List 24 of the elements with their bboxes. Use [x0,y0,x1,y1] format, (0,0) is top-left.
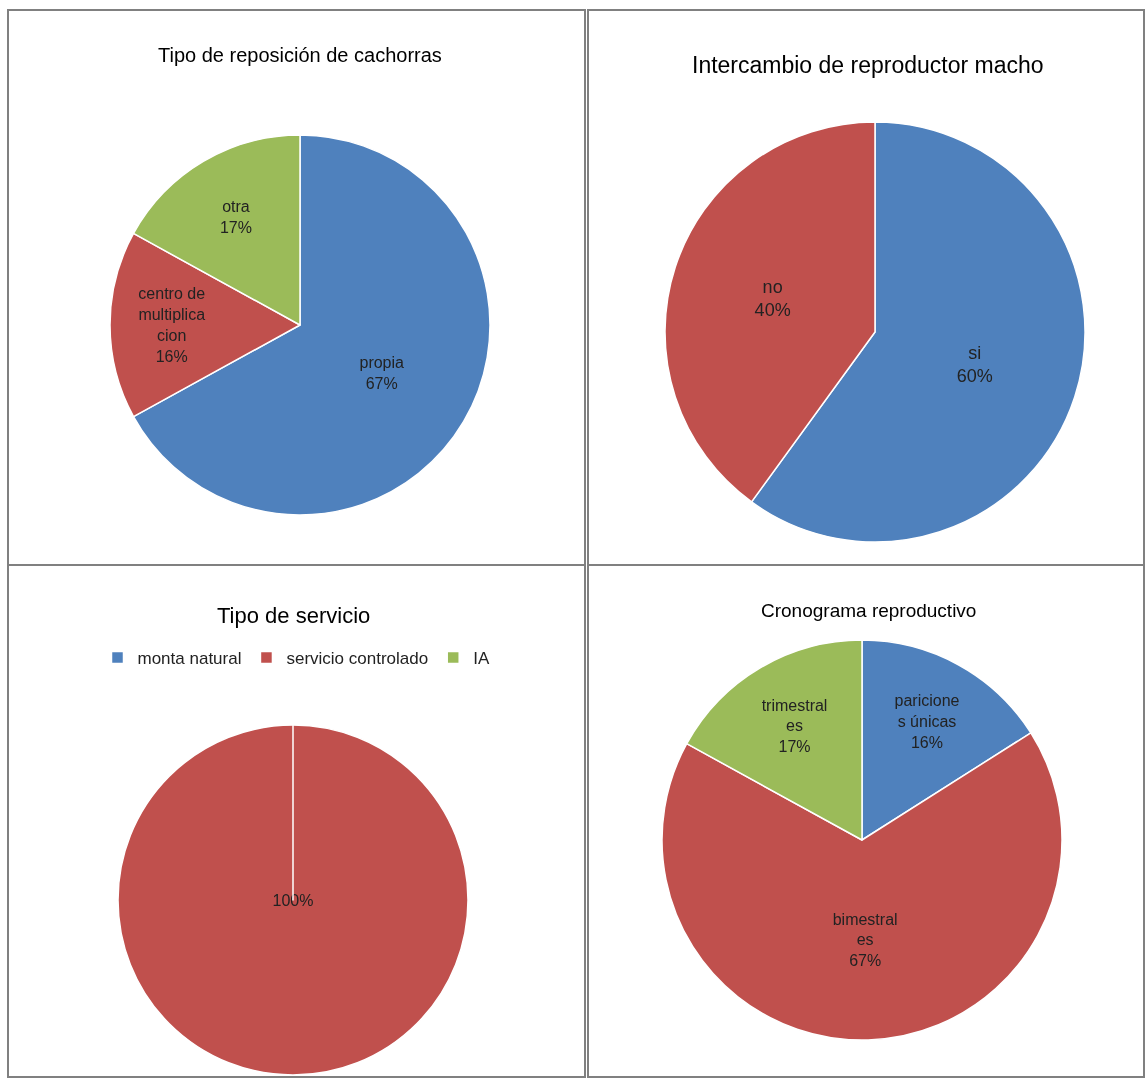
data-label: 17% [778,738,811,756]
legend-label: IA [473,649,490,669]
slice-label: centro de multiplica cion [138,285,206,344]
slice-label: si [968,342,982,363]
chart-title: Cronograma reproductivo [761,600,977,621]
data-label: 16% [155,347,188,365]
slice-label: propia [359,354,405,372]
data-label: 100% [272,891,314,909]
slice-label: no [762,277,783,298]
chart-title: Tipo de servicio [217,603,371,628]
slice-label: paricione s únicas [894,692,960,731]
legend-label: servicio controlado [286,649,429,669]
data-label: 67% [365,375,398,393]
slice-label: trimestral es [761,696,828,735]
data-label: 40% [754,300,791,321]
data-label: 67% [849,952,882,970]
data-label: 16% [910,734,943,752]
chart-title: Tipo de reposición de cachorras [158,44,442,66]
chart-title: Intercambio de reproductor macho [692,52,1044,78]
slice-label: bimestral es [832,910,898,949]
legend-label: monta natural [137,649,242,669]
slice-label: otra [222,197,250,215]
data-label: 60% [956,366,993,387]
data-label: 17% [219,218,252,236]
